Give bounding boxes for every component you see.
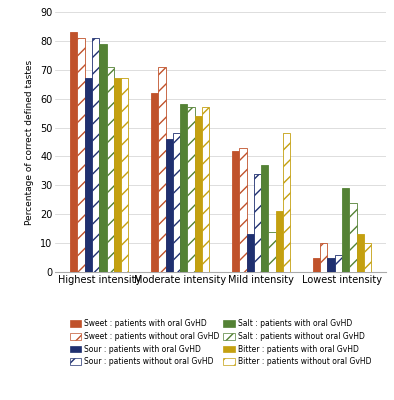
Bar — [195, 116, 202, 272]
Bar — [92, 38, 99, 272]
Bar — [85, 78, 92, 272]
Bar — [232, 151, 239, 272]
Bar — [261, 165, 268, 272]
Bar — [247, 234, 254, 272]
Bar — [342, 188, 349, 272]
Bar — [121, 78, 128, 272]
Legend: Sweet : patients with oral GvHD, Sweet : patients without oral GvHD, Sour : pati: Sweet : patients with oral GvHD, Sweet :… — [68, 318, 373, 368]
Bar — [335, 255, 342, 272]
Bar — [327, 258, 335, 272]
Bar — [357, 234, 364, 272]
Bar — [114, 78, 121, 272]
Bar — [180, 104, 188, 272]
Bar — [254, 174, 261, 272]
Bar — [349, 203, 357, 272]
Bar — [78, 38, 85, 272]
Bar — [99, 44, 107, 272]
Bar — [202, 107, 209, 272]
Bar — [239, 148, 247, 272]
Bar — [364, 243, 371, 272]
Bar — [107, 67, 114, 272]
Bar — [188, 107, 195, 272]
Y-axis label: Percentage of correct defined tastes: Percentage of correct defined tastes — [26, 60, 34, 224]
Bar — [158, 67, 165, 272]
Bar — [276, 211, 283, 272]
Bar — [313, 258, 320, 272]
Bar — [151, 93, 158, 272]
Bar — [165, 139, 173, 272]
Bar — [283, 133, 290, 272]
Bar — [173, 133, 180, 272]
Bar — [320, 243, 327, 272]
Bar — [70, 32, 78, 272]
Bar — [268, 232, 276, 272]
